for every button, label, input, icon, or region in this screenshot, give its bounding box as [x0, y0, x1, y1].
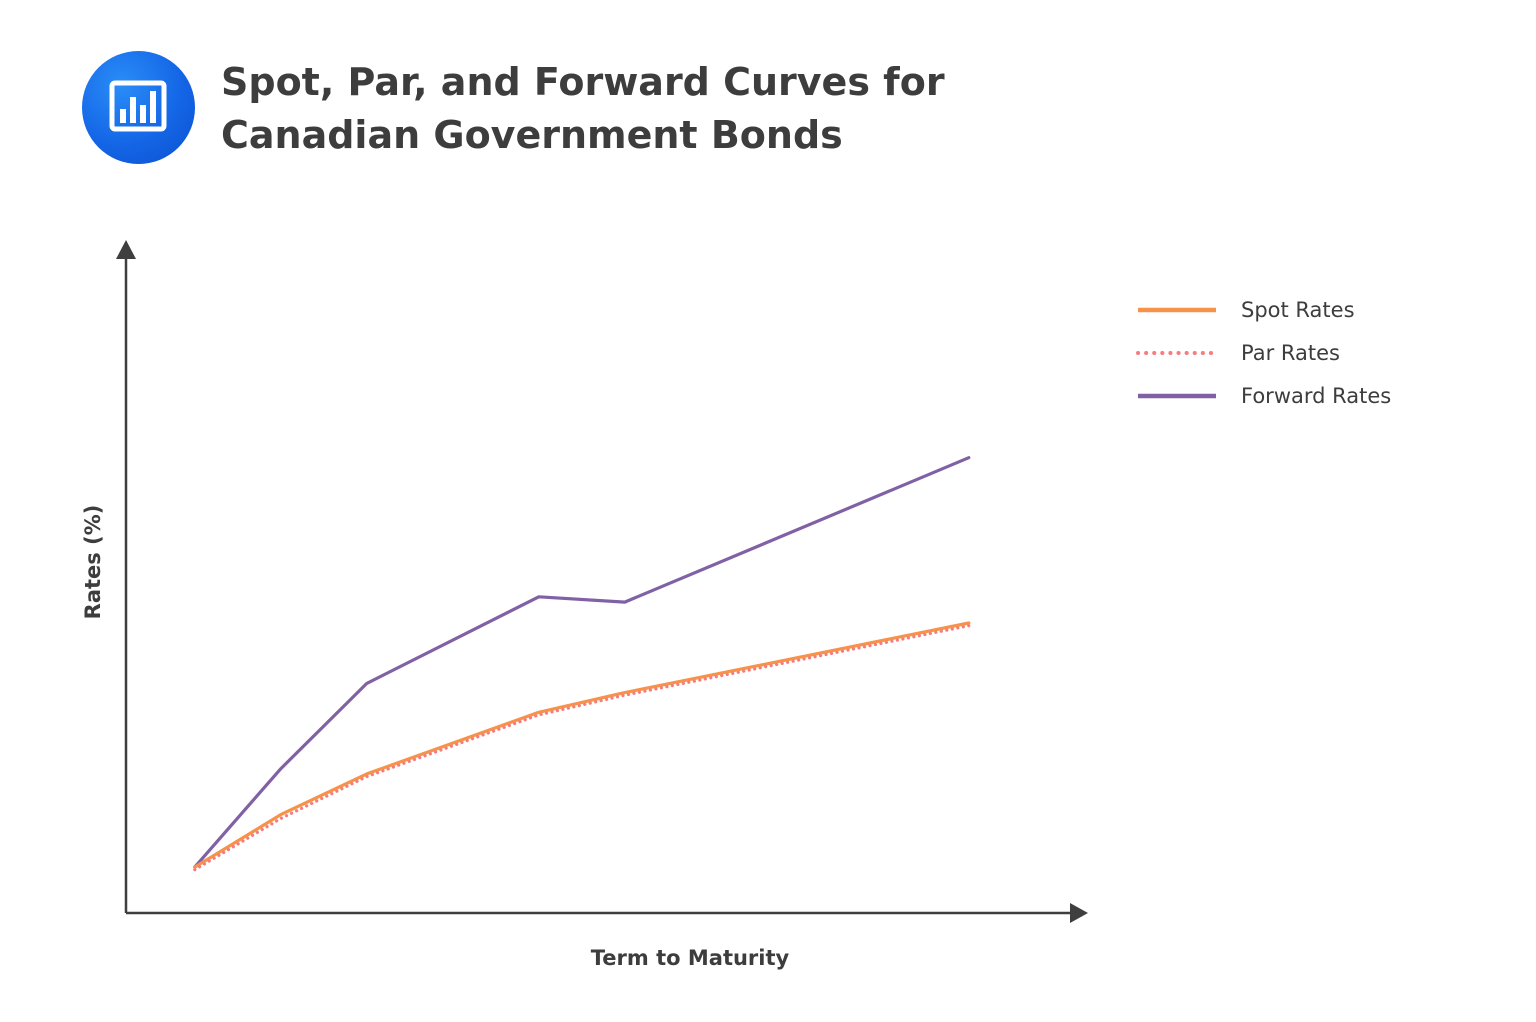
legend: Spot Rates Par Rates Forward Rates [1136, 298, 1391, 408]
series-layer [193, 456, 971, 872]
chart-badge [82, 51, 195, 164]
x-axis-label: Term to Maturity [591, 946, 790, 970]
par-rates-line [193, 624, 971, 872]
y-axis-arrow [116, 240, 136, 259]
legend-label-par-rates: Par Rates [1241, 341, 1340, 365]
bar-chart-icon [109, 80, 167, 132]
forward-rates-line [193, 456, 971, 869]
legend-label-forward-rates: Forward Rates [1241, 384, 1391, 408]
chart-title-line-1: Spot, Par, and Forward Curves for [221, 60, 945, 104]
legend-label-spot-rates: Spot Rates [1241, 298, 1355, 322]
chart-title-line-2: Canadian Government Bonds [221, 113, 843, 157]
x-axis-arrow [1070, 903, 1088, 923]
spot-rates-line [193, 621, 971, 869]
chart-title: Spot, Par, and Forward Curves for Canadi… [221, 56, 945, 162]
y-axis-label: Rates (%) [81, 505, 105, 620]
